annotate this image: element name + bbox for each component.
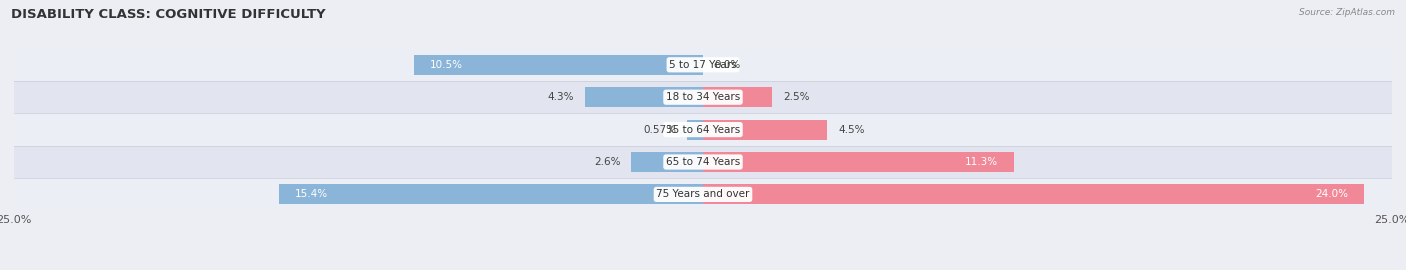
Text: 35 to 64 Years: 35 to 64 Years <box>666 124 740 135</box>
Bar <box>14 81 1392 113</box>
Text: 4.5%: 4.5% <box>838 124 865 135</box>
Text: DISABILITY CLASS: COGNITIVE DIFFICULTY: DISABILITY CLASS: COGNITIVE DIFFICULTY <box>11 8 326 21</box>
Text: 75 Years and over: 75 Years and over <box>657 189 749 200</box>
Bar <box>703 87 772 107</box>
Text: 0.57%: 0.57% <box>644 124 676 135</box>
Text: 2.5%: 2.5% <box>783 92 810 102</box>
Bar <box>703 152 1014 172</box>
Text: 2.6%: 2.6% <box>593 157 620 167</box>
Bar <box>14 49 1392 81</box>
Text: Source: ZipAtlas.com: Source: ZipAtlas.com <box>1299 8 1395 17</box>
Bar <box>688 120 703 140</box>
Bar <box>585 87 703 107</box>
Text: 11.3%: 11.3% <box>965 157 998 167</box>
Bar <box>14 113 1392 146</box>
Text: 18 to 34 Years: 18 to 34 Years <box>666 92 740 102</box>
Text: 4.3%: 4.3% <box>547 92 574 102</box>
Text: 24.0%: 24.0% <box>1315 189 1348 200</box>
Text: 5 to 17 Years: 5 to 17 Years <box>669 60 737 70</box>
Bar <box>703 120 827 140</box>
Bar <box>278 184 703 204</box>
Bar <box>14 178 1392 211</box>
Bar <box>413 55 703 75</box>
Text: 0.0%: 0.0% <box>714 60 741 70</box>
Text: 10.5%: 10.5% <box>430 60 463 70</box>
Text: 15.4%: 15.4% <box>295 189 328 200</box>
Bar <box>631 152 703 172</box>
Bar <box>703 184 1364 204</box>
Bar <box>14 146 1392 178</box>
Text: 65 to 74 Years: 65 to 74 Years <box>666 157 740 167</box>
